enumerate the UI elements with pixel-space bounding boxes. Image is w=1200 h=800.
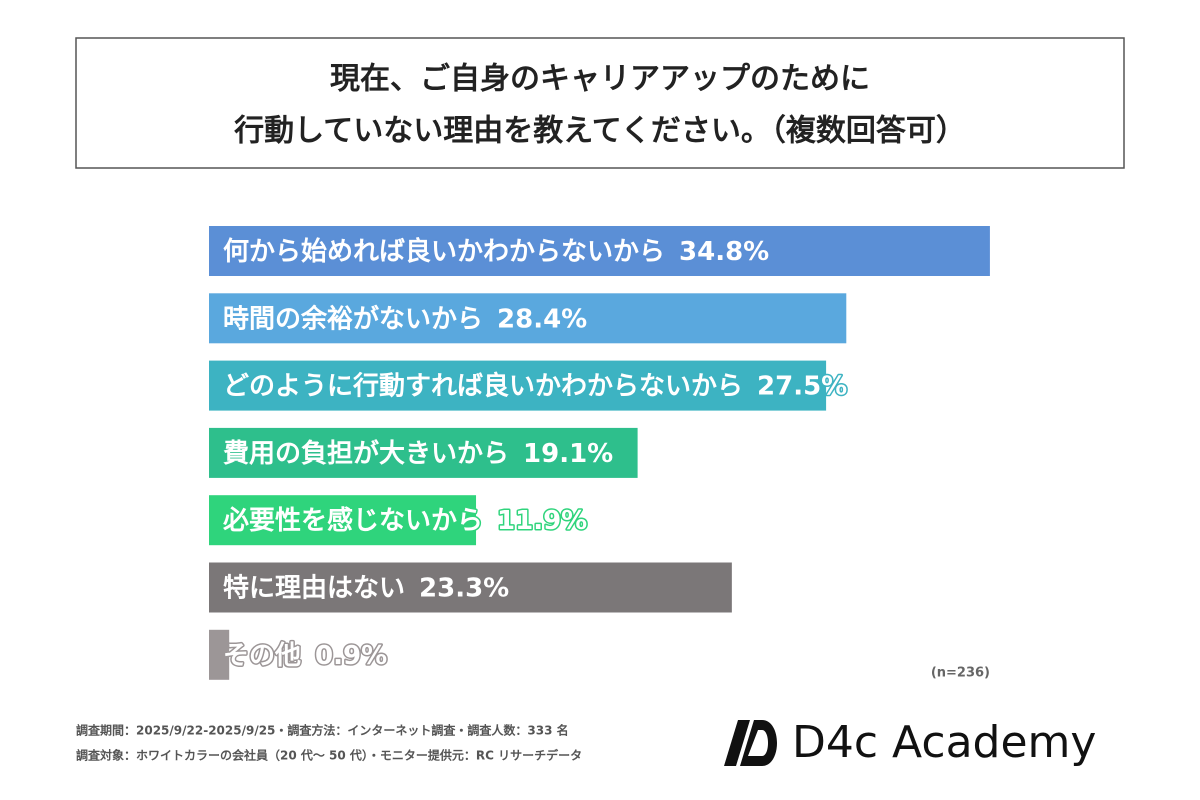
bar-label: 何から始めれば良いかわからないから 34.8%	[223, 236, 769, 267]
bar	[209, 360, 827, 411]
bar	[209, 226, 990, 276]
bar-label: 特に理由はない 23.3%	[223, 572, 509, 603]
bar	[209, 427, 638, 478]
category-label: 費用の負担が大きいから	[223, 437, 509, 468]
bar-label: 時間の余裕がないから 28.4%	[223, 303, 587, 334]
value-label: 34.8%	[679, 237, 769, 267]
value-label: 27.5%	[757, 371, 847, 401]
category-label: どのように行動すれば良いかわからないから	[223, 370, 743, 401]
category-label: 時間の余裕がないから	[223, 303, 483, 334]
brand-name: D4c Academy	[792, 717, 1096, 768]
bar-label: 費用の負担が大きいから 19.1%	[223, 437, 613, 468]
bar-label: 必要性を感じないから 11.9%	[223, 506, 587, 536]
chart-title: 行動していない理由を教えてください。（複数回答可）	[233, 114, 966, 149]
sample-note: (n=236)	[931, 666, 990, 681]
value-label: 11.9%	[497, 506, 587, 536]
value-label: 23.3%	[419, 573, 509, 603]
footer-line: 調査対象：ホワイトカラーの会社員（20 代〜 50 代）・モニター提供元：RC …	[76, 748, 582, 763]
bar	[209, 495, 477, 546]
bar	[209, 629, 230, 680]
bar-label: その他 0.9%	[223, 640, 387, 670]
value-label: 28.4%	[497, 304, 587, 334]
value-label: 0.9%	[315, 640, 387, 670]
category-label: 何から始めれば良いかわからないから	[223, 236, 665, 267]
bar-label: どのように行動すれば良いかわからないから 27.5%	[223, 370, 847, 401]
brand-icon	[724, 720, 777, 766]
bar	[209, 293, 847, 344]
chart-title: 現在、ご自身のキャリアアップのために	[330, 62, 870, 97]
category-label: その他	[223, 640, 301, 670]
category-label: 必要性を感じないから	[223, 506, 483, 536]
bar	[209, 562, 732, 613]
value-label: 19.1%	[523, 438, 613, 468]
title-box	[75, 37, 1125, 169]
footer-line: 調査期間：2025/9/22-2025/9/25・調査方法：インターネット調査・…	[76, 723, 569, 738]
category-label: 特に理由はない	[223, 572, 405, 603]
